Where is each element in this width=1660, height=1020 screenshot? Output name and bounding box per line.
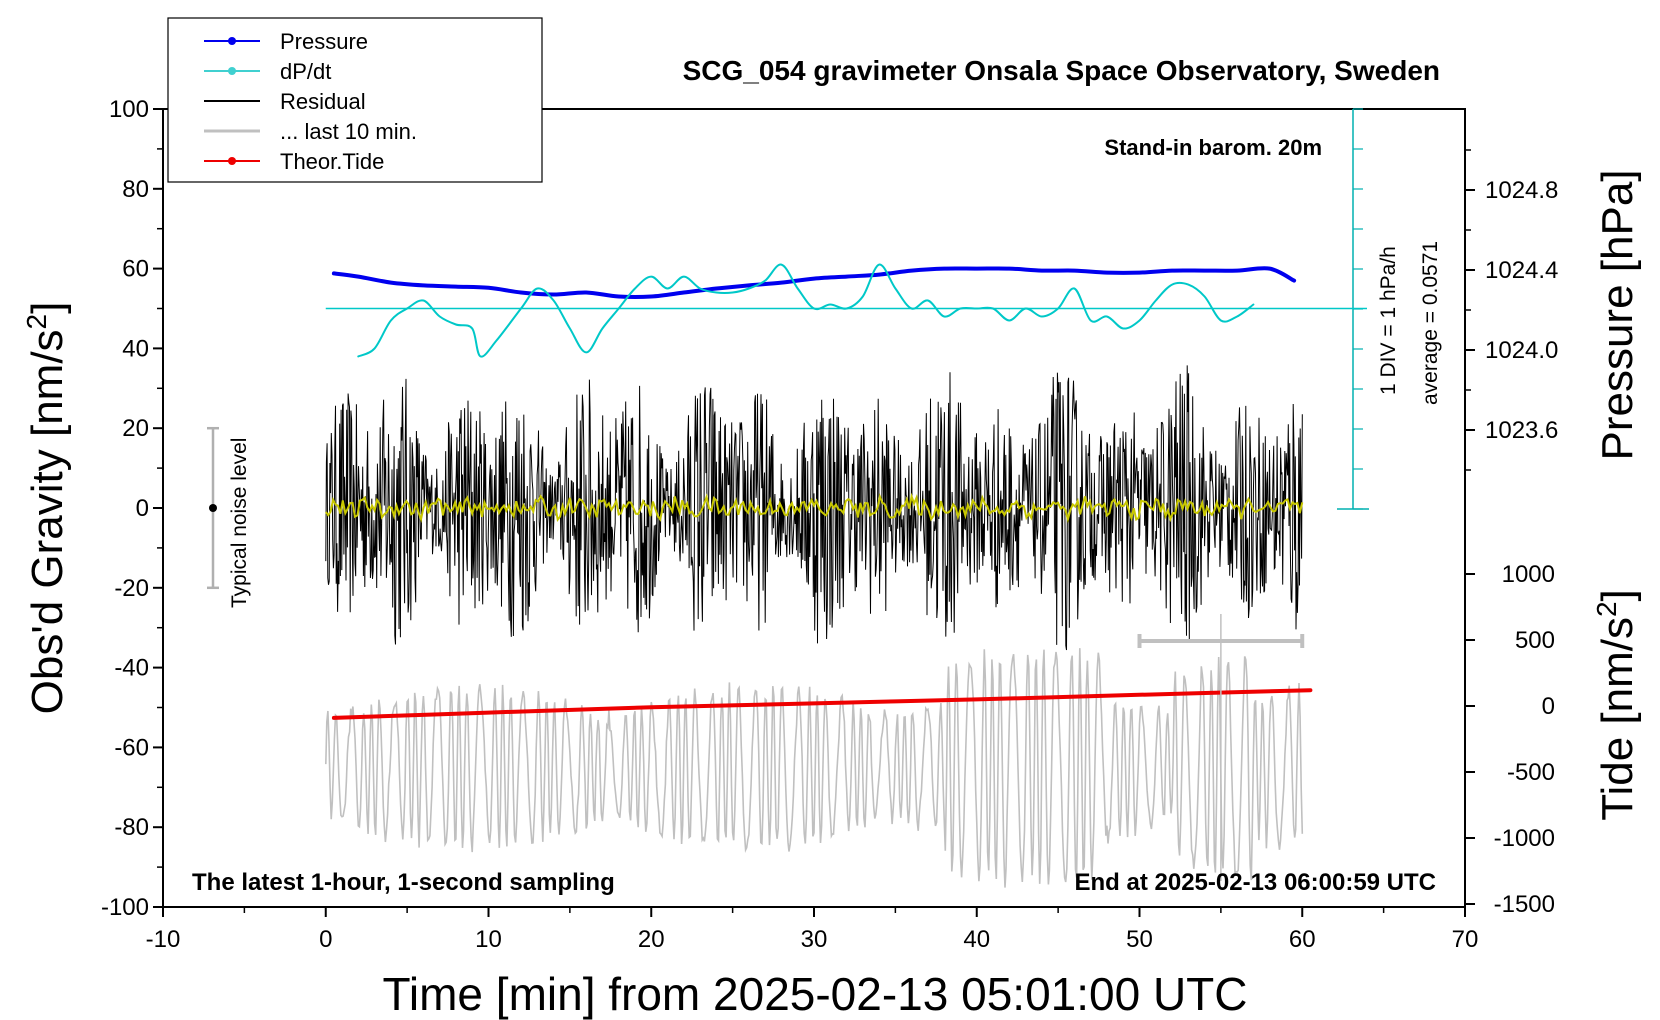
legend-marker: [228, 67, 236, 75]
residual-series: [324, 365, 1304, 651]
legend-marker: [228, 157, 236, 165]
y-tick-label: -80: [114, 814, 149, 841]
legend-label: Residual: [280, 89, 366, 114]
legend-marker: [228, 37, 236, 45]
barometer-note: Stand-in barom. 20m: [1104, 135, 1322, 160]
tide-axis-label-close: ]: [1593, 589, 1642, 601]
tide-tick-label: 500: [1515, 627, 1555, 654]
x-tick-label: 0: [319, 926, 332, 953]
legend-label: Theor.Tide: [280, 149, 384, 174]
legend-label: ... last 10 min.: [280, 119, 417, 144]
average-label: average = 0.0571: [1419, 241, 1442, 405]
tide-tick-label: -1500: [1494, 891, 1555, 918]
series-line-pressure: [331, 266, 1297, 300]
y-axis-label-close: ]: [23, 302, 72, 314]
x-tick-label: 10: [475, 926, 502, 953]
tide-tick-label: 1000: [1502, 561, 1555, 588]
x-tick-label: 30: [801, 926, 828, 953]
residual-line: [325, 365, 1303, 651]
y-tick-label: -100: [101, 894, 149, 921]
x-tick-label: 70: [1452, 926, 1479, 953]
y-tick-label: 100: [109, 96, 149, 123]
axes: -10 0 10 20 30 40 50 60 70100806040200-20-40-60-…: [101, 96, 1558, 953]
tide-axis-label-text: Tide [nm/s: [1593, 617, 1642, 821]
chart-title: SCG_054 gravimeter Onsala Space Observat…: [683, 55, 1440, 86]
legend-item: Theor.Tide: [204, 149, 384, 174]
y-tick-label: -60: [114, 734, 149, 761]
noise-marker: [209, 504, 217, 512]
series-line-theor-tide: [331, 688, 1313, 720]
y-tick-label: 20: [122, 415, 149, 442]
y-axis-label-text: Obs'd Gravity [nm/s: [23, 329, 72, 714]
y-tick-label: 40: [122, 335, 149, 362]
pressure-tick-label: 1024.4: [1485, 257, 1558, 284]
pressure-axis-label: Pressure [hPa]: [1593, 169, 1642, 460]
tide-axis-label: Tide [nm/s2]: [1591, 589, 1642, 821]
legend-box: [167, 17, 543, 183]
last10-line: [325, 648, 1304, 888]
legend-item: ... last 10 min.: [204, 119, 417, 144]
legend-label: Pressure: [280, 29, 368, 54]
x-tick-label: 40: [963, 926, 990, 953]
tide-axis-label-sup: 2: [1591, 601, 1622, 617]
x-tick-label: 50: [1126, 926, 1153, 953]
y-tick-label: -40: [114, 655, 149, 682]
series-lines: [331, 263, 1313, 720]
pressure-tick-label: 1024.8: [1485, 177, 1558, 204]
legend: Pressure dP/dt Residual ... last 10 min. The…: [167, 17, 543, 183]
y-tick-label: -20: [114, 575, 149, 602]
legend-item: Pressure: [204, 29, 368, 54]
y-tick-label: 80: [122, 176, 149, 203]
pressure-tick-label: 1023.6: [1485, 417, 1558, 444]
series-line-dp-dt: [357, 263, 1255, 358]
tide-tick-label: -1000: [1494, 825, 1555, 852]
last-10-min-series: [325, 648, 1304, 888]
pressure-tick-label: 1024.0: [1485, 337, 1558, 364]
x-tick-label: -10: [146, 926, 181, 953]
bottom-right-note: End at 2025-02-13 06:00:59 UTC: [1075, 869, 1437, 896]
y-axis-label-sup: 2: [21, 314, 52, 330]
bottom-left-note: The latest 1-hour, 1-second sampling: [192, 869, 615, 896]
noise-label: Typical noise level: [228, 438, 251, 608]
legend-item: Residual: [204, 89, 366, 114]
residual-mean-line: [324, 492, 1304, 524]
x-tick-label: 20: [638, 926, 665, 953]
x-tick-label: 60: [1289, 926, 1316, 953]
tide-tick-label: 0: [1542, 693, 1555, 720]
tide-tick-label: -500: [1507, 759, 1555, 786]
y-axis-label: Obs'd Gravity [nm/s2]: [21, 302, 72, 715]
x-axis-label: Time [min] from 2025-02-13 05:01:00 UTC: [383, 968, 1248, 1020]
legend-item: dP/dt: [204, 59, 331, 84]
y-tick-label: 0: [136, 495, 149, 522]
div-label: 1 DIV = 1 hPa/h: [1377, 246, 1400, 395]
y-tick-label: 60: [122, 256, 149, 283]
legend-label: dP/dt: [280, 59, 331, 84]
